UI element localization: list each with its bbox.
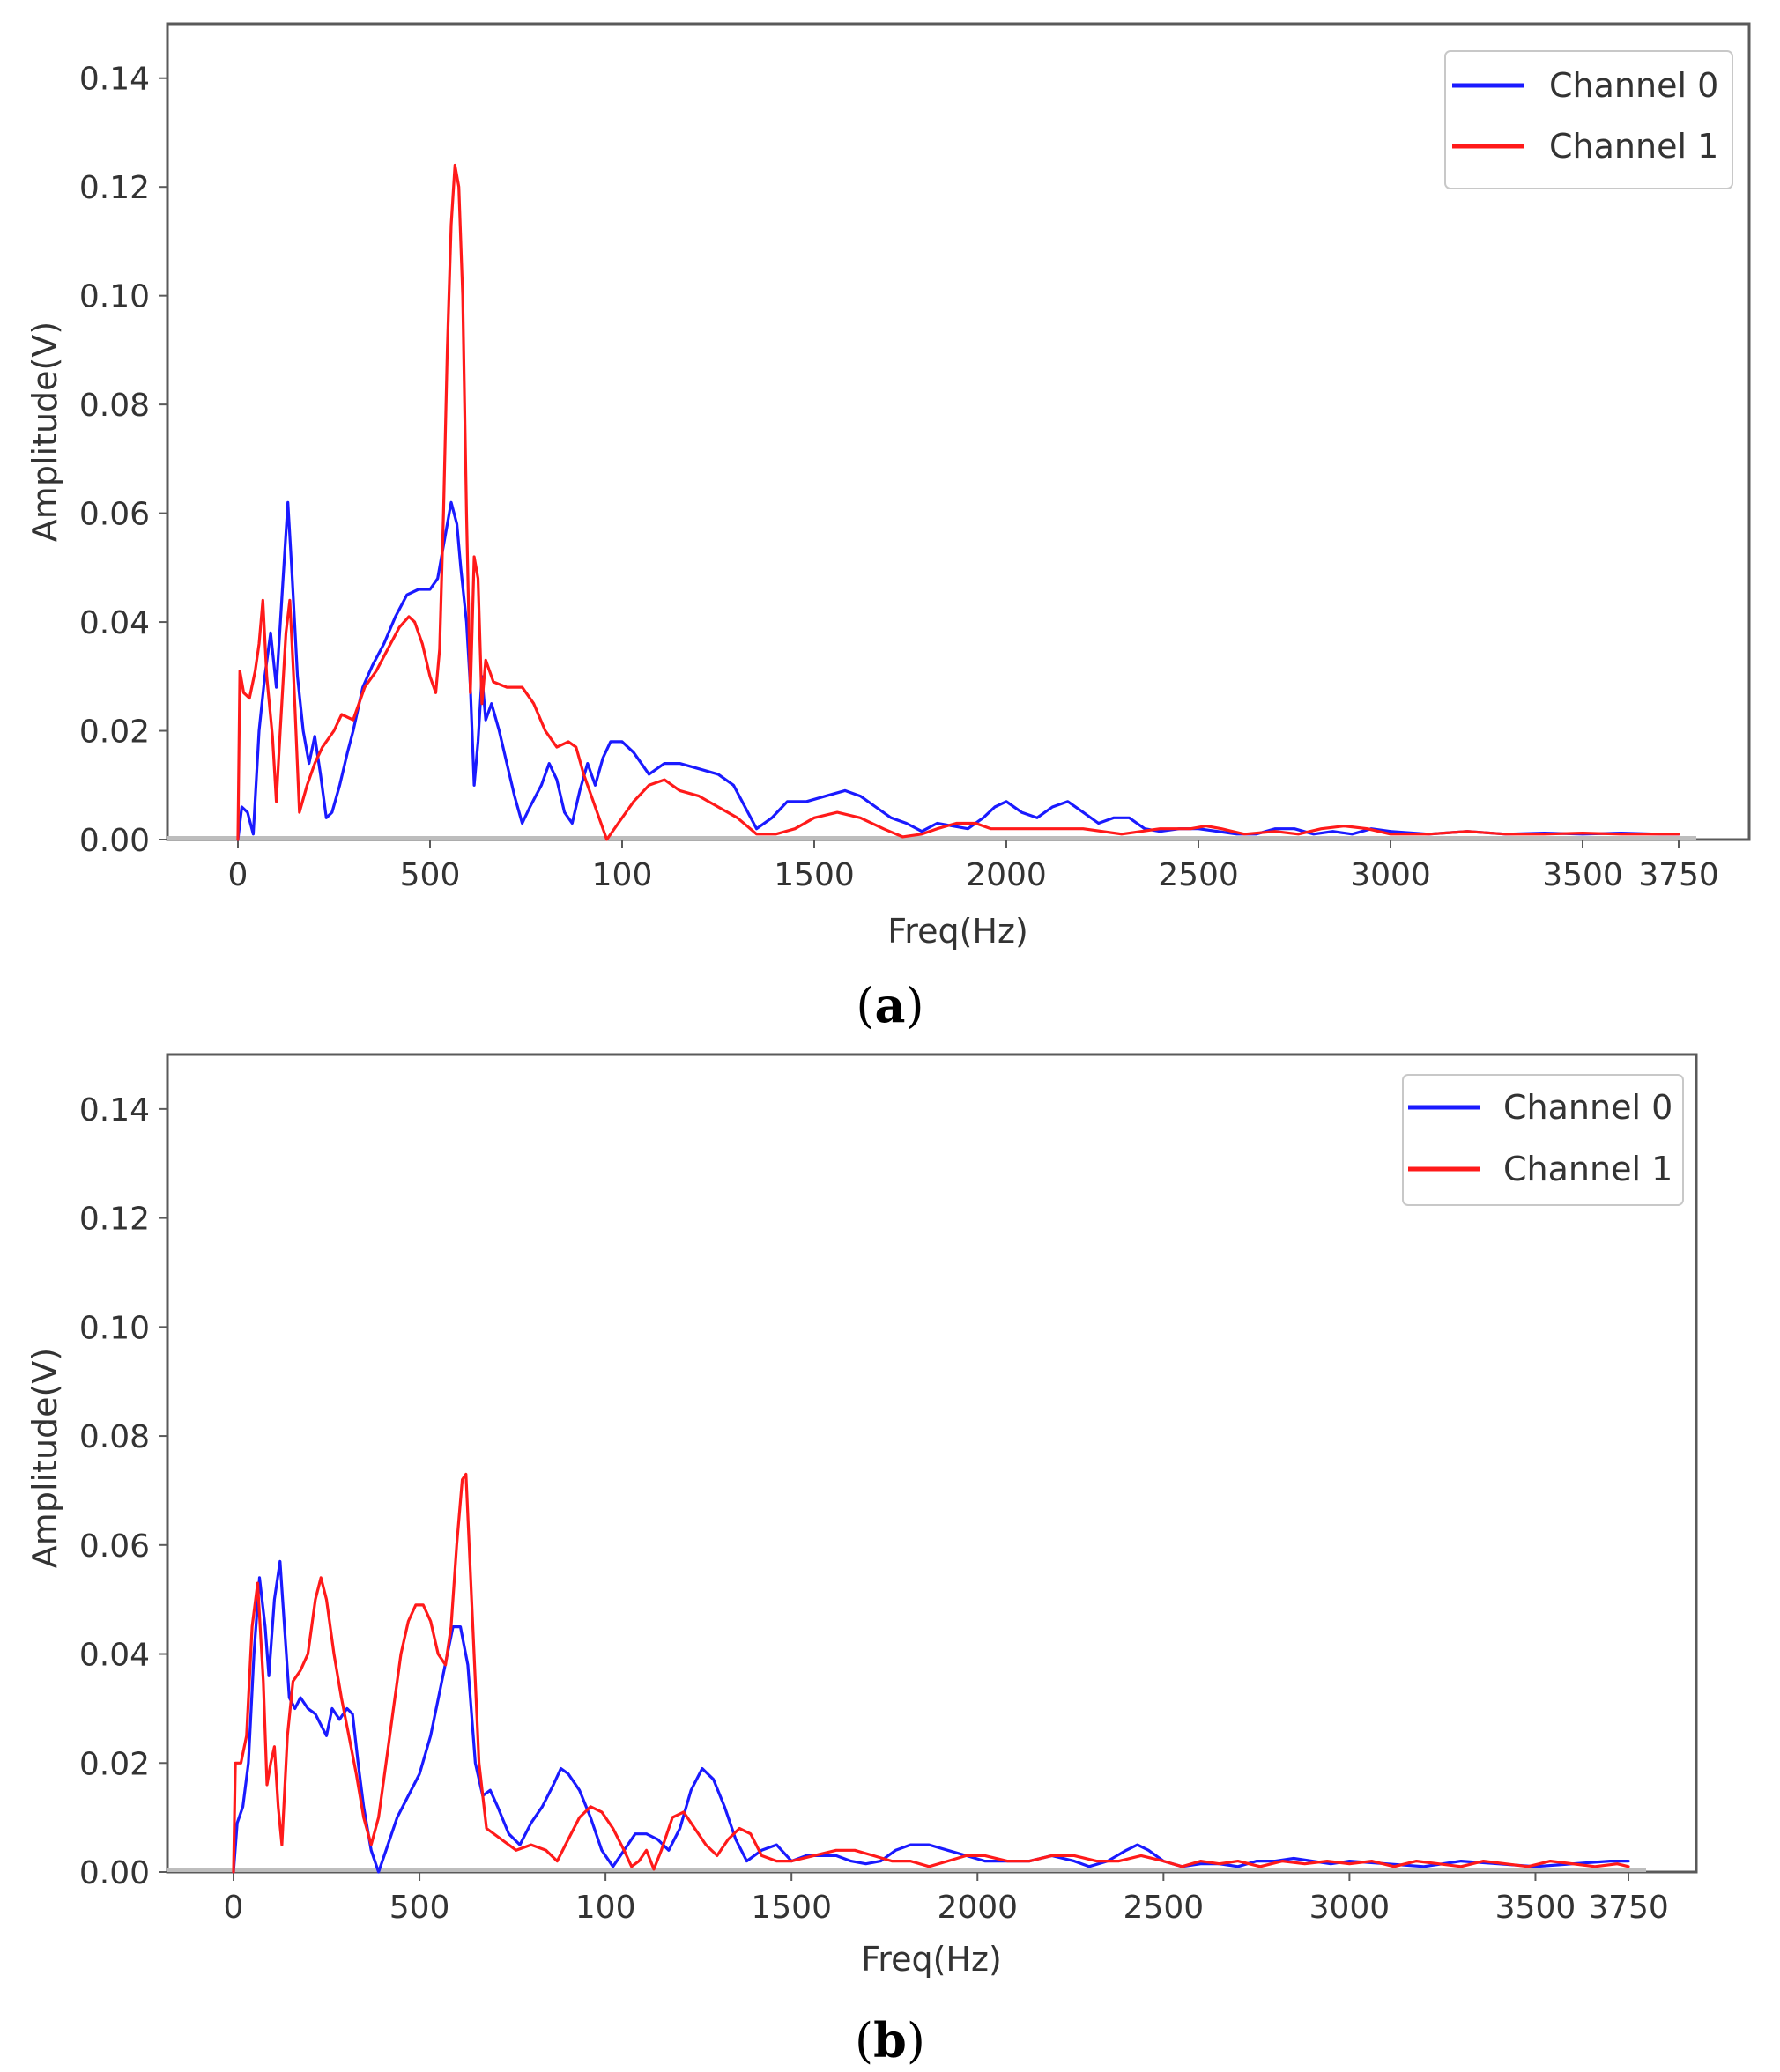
y-tick-label: 0.04 bbox=[79, 1638, 150, 1674]
caption-close-paren: ) bbox=[907, 2013, 925, 2068]
y-tick-label: 0.08 bbox=[79, 388, 150, 424]
x-tick-label: 1500 bbox=[774, 857, 855, 893]
y-tick-label: 0.14 bbox=[79, 62, 150, 98]
y-tick-label: 0.06 bbox=[79, 497, 150, 533]
x-tick-label: 1500 bbox=[751, 1890, 832, 1926]
x-tick-label: 100 bbox=[592, 857, 653, 893]
y-tick-label: 0.12 bbox=[79, 170, 150, 206]
y-tick-label: 0.00 bbox=[79, 1855, 150, 1891]
x-tick-label: 2000 bbox=[966, 857, 1047, 893]
caption-open-paren: ( bbox=[856, 978, 874, 1033]
x-tick-label: 3750 bbox=[1588, 1890, 1669, 1926]
legend: Channel 0 Channel 1 bbox=[1444, 50, 1733, 189]
caption-letter: a bbox=[875, 977, 906, 1033]
x-tick-label: 2000 bbox=[937, 1890, 1018, 1926]
x-tick-label: 500 bbox=[389, 1890, 450, 1926]
y-tick-label: 0.00 bbox=[79, 823, 150, 859]
figure-caption-b: (b) bbox=[855, 2012, 925, 2068]
x-tick-label: 0 bbox=[228, 857, 248, 893]
y-tick-label: 0.10 bbox=[79, 1310, 150, 1346]
legend: Channel 0 Channel 1 bbox=[1402, 1074, 1684, 1206]
y-tick-label: 0.02 bbox=[79, 1746, 150, 1782]
chart-a-svg: 0.00 0.02 0.04 0.06 0.08 0.10 0.12 0.14 0 500 100… bbox=[26, 22, 1751, 1033]
chart-panel-a: 0.00 0.02 0.04 0.06 0.08 0.10 0.12 0.14 0 500 100… bbox=[0, 0, 1780, 1035]
x-tick-label: 3000 bbox=[1350, 857, 1431, 893]
y-tick-label: 0.04 bbox=[79, 605, 150, 641]
y-tick-label: 0.06 bbox=[79, 1528, 150, 1565]
y-tick-label: 0.08 bbox=[79, 1419, 150, 1455]
x-tick-label: 2500 bbox=[1124, 1890, 1205, 1926]
x-axis-label: Freq(Hz) bbox=[861, 1940, 1002, 1979]
legend-channel-1-label: Channel 1 bbox=[1503, 1150, 1672, 1188]
series-line-channel-1 bbox=[232, 1472, 1630, 1874]
x-tick-label: 3500 bbox=[1495, 1890, 1576, 1926]
legend-channel-0-label: Channel 0 bbox=[1549, 66, 1718, 105]
x-tick-label: 3000 bbox=[1309, 1890, 1391, 1926]
figure-caption-a: (a) bbox=[856, 977, 923, 1033]
caption-letter: b bbox=[873, 2012, 907, 2068]
y-tick-label: 0.14 bbox=[79, 1092, 150, 1128]
legend-channel-1-label: Channel 1 bbox=[1549, 127, 1718, 166]
y-tick-label: 0.02 bbox=[79, 714, 150, 751]
legend-channel-0-label: Channel 0 bbox=[1503, 1088, 1672, 1127]
chart-b-svg: 0.00 0.02 0.04 0.06 0.08 0.10 0.12 0.14 0 500 100… bbox=[26, 1053, 1698, 2068]
series-line-channel-1 bbox=[236, 163, 1680, 841]
chart-panel-b: 0.00 0.02 0.04 0.06 0.08 0.10 0.12 0.14 0 500 100… bbox=[0, 1035, 1780, 2072]
caption-open-paren: ( bbox=[855, 2013, 873, 2068]
x-tick-label: 0 bbox=[224, 1890, 244, 1926]
y-axis-label: Amplitude(V) bbox=[26, 322, 64, 542]
x-tick-label: 3500 bbox=[1542, 857, 1623, 893]
y-tick-label: 0.10 bbox=[79, 279, 150, 315]
y-axis-label: Amplitude(V) bbox=[26, 1348, 64, 1568]
x-tick-label: 500 bbox=[400, 857, 461, 893]
x-axis-label: Freq(Hz) bbox=[887, 912, 1028, 951]
caption-close-paren: ) bbox=[906, 978, 924, 1033]
y-tick-label: 0.12 bbox=[79, 1202, 150, 1238]
x-tick-label: 2500 bbox=[1158, 857, 1239, 893]
x-tick-label: 100 bbox=[575, 1890, 636, 1926]
x-tick-label: 3750 bbox=[1638, 857, 1719, 893]
